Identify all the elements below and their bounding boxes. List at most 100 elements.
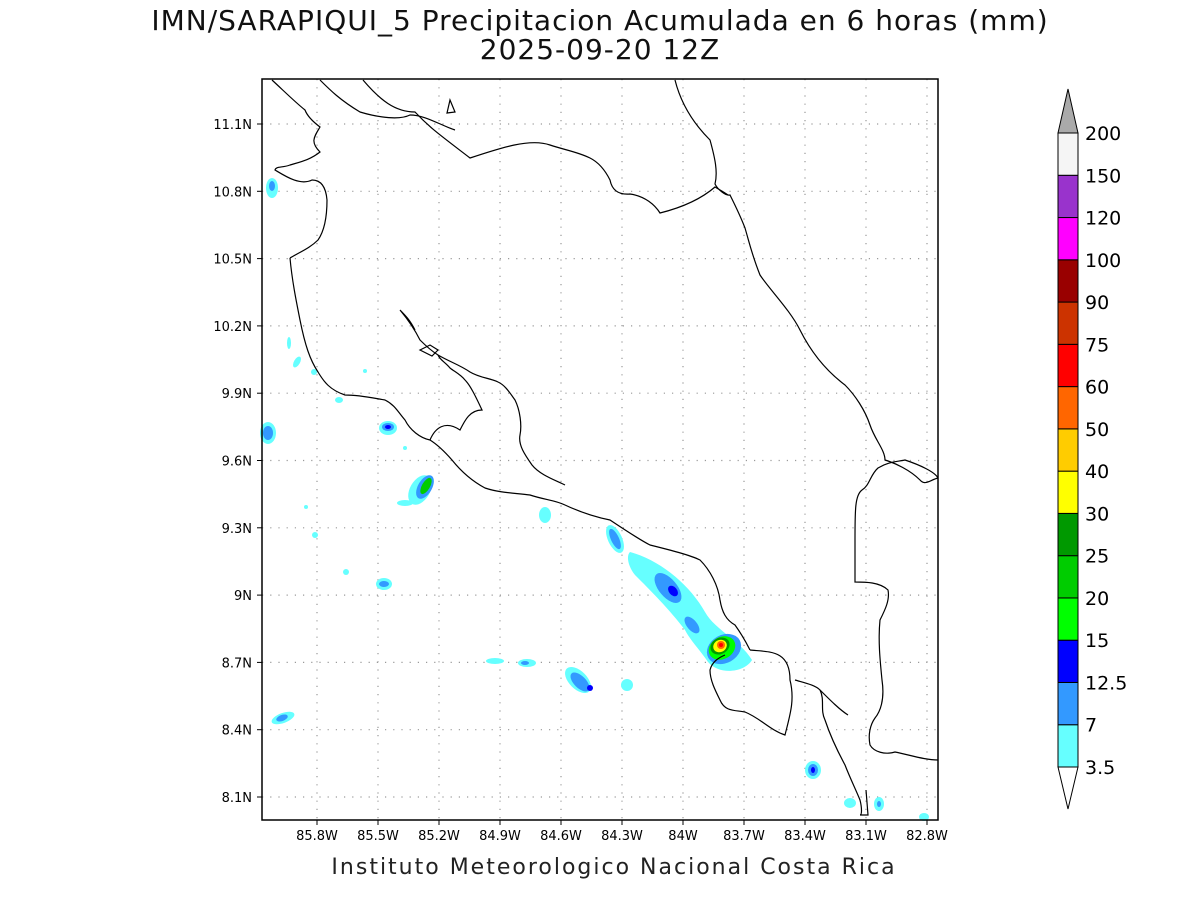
- precip-cell: [587, 685, 593, 691]
- colorbar-swatch: [1057, 639, 1079, 683]
- colorbar-swatch: [1057, 512, 1079, 557]
- precip-cell: [293, 356, 301, 368]
- nicaragua-coast: [319, 79, 456, 131]
- colorbar-label: 12.5: [1085, 672, 1127, 694]
- colorbar-label: 90: [1085, 292, 1109, 314]
- nicaragua-inlet: [271, 79, 328, 259]
- colorbar-label: 7: [1085, 715, 1097, 737]
- lat-tick-label: 8.7N: [222, 656, 252, 671]
- precip-cell: [276, 714, 288, 722]
- lon-tick-label: 85.2W: [418, 829, 460, 844]
- lat-tick-label: 10.8N: [213, 185, 252, 200]
- lon-tick-label: 85.5W: [357, 829, 399, 844]
- colorbar-swatch: [1057, 259, 1079, 303]
- precip-cell: [311, 369, 317, 375]
- lake-island: [446, 98, 456, 114]
- precip-cell: [609, 528, 621, 550]
- precip-cell: [335, 397, 343, 403]
- panama-border: [854, 459, 939, 761]
- precip-cell: [385, 425, 391, 429]
- precip-cell: [420, 477, 432, 495]
- lon-tick-label: 83.4W: [784, 829, 826, 844]
- colorbar-label: 20: [1085, 588, 1109, 610]
- precip-cell: [919, 813, 929, 821]
- colorbar-swatch: [1057, 301, 1079, 345]
- precip-cell: [844, 798, 856, 808]
- nicaragua-border-line: [362, 79, 729, 214]
- institution-footer: Instituto Meteorologico Nacional Costa R…: [331, 855, 897, 880]
- precip-cell: [269, 181, 275, 191]
- lat-tick-label: 10.2N: [213, 320, 252, 335]
- map-frame: [261, 78, 939, 821]
- lat-tick-label: 9.6N: [222, 455, 252, 470]
- lon-tick-label: 84.3W: [601, 829, 643, 844]
- precip-cell: [263, 426, 273, 440]
- map-title: IMN/SARAPIQUI_5 Precipitacion Acumulada …: [151, 4, 1049, 37]
- colorbar-swatch: [1057, 681, 1079, 726]
- lon-tick-label: 85.8W: [296, 829, 338, 844]
- precip-cell: [719, 643, 723, 647]
- precip-cell: [287, 337, 291, 349]
- lon-tick-label: 84.9W: [479, 829, 521, 844]
- colorbar-label: 75: [1085, 334, 1109, 356]
- lon-tick-label: 84W: [668, 829, 698, 844]
- lat-tick-label: 11.1N: [213, 118, 252, 133]
- lon-tick-label: 84.6W: [540, 829, 582, 844]
- colorbar-label: 15: [1085, 630, 1109, 652]
- axis-ticks: 85.8W 85.5W 85.2W 84.9W 84.6W 84.3W 84W 83.7W 83…: [213, 118, 948, 844]
- map-grid: [262, 79, 938, 820]
- golfo-dulce: [794, 679, 869, 816]
- osa-peninsula: [709, 649, 793, 736]
- precip-cell: [668, 585, 678, 597]
- colorbar-label: 3.5: [1085, 757, 1115, 779]
- colorbar-label: 50: [1085, 419, 1109, 441]
- colorbar-swatch: [1057, 217, 1079, 261]
- precip-cell: [312, 532, 318, 538]
- inland-line-gulf: [437, 354, 566, 486]
- colorbar-swatch: [1057, 555, 1079, 599]
- colorbar-swatch: [1057, 174, 1079, 219]
- lon-tick-label: 83.1W: [845, 829, 887, 844]
- precip-cell: [379, 581, 389, 587]
- lat-tick-label: 9.3N: [222, 522, 252, 537]
- precip-cell: [539, 507, 551, 523]
- colorbar-swatch: [1057, 428, 1079, 472]
- caribbean-coast: [674, 79, 939, 484]
- colorbar-legend: 3.5 7 12.5 15 20 25 30 40 50 60 75 90 100 120 150 200: [1057, 88, 1127, 810]
- lat-tick-label: 8.4N: [222, 724, 252, 739]
- colorbar-label: 60: [1085, 377, 1109, 399]
- lon-tick-label: 82.8W: [906, 829, 948, 844]
- colorbar-label: 30: [1085, 503, 1109, 525]
- precip-cell: [403, 446, 407, 450]
- colorbar-swatch: [1057, 724, 1079, 768]
- panama-inland: [819, 689, 849, 716]
- lat-tick-label: 9.9N: [222, 387, 252, 402]
- precip-cell: [343, 569, 349, 575]
- colorbar-swatch: [1057, 386, 1079, 430]
- coastlines-borders: [271, 79, 939, 816]
- pacific-coast-nicoya: [289, 257, 751, 651]
- colorbar-swatch: [1057, 132, 1079, 176]
- precipitation-field: [260, 178, 929, 821]
- colorbar-label: 25: [1085, 546, 1109, 568]
- colorbar-label: 150: [1085, 165, 1121, 187]
- lake-nicoya: [418, 344, 439, 357]
- colorbar-label: 200: [1085, 123, 1121, 145]
- colorbar-label: 120: [1085, 208, 1121, 230]
- colorbar-under-arrow: [1057, 766, 1079, 810]
- precip-cell: [363, 369, 367, 373]
- colorbar-swatch: [1057, 343, 1079, 388]
- precip-cell: [397, 500, 413, 506]
- colorbar-label: 40: [1085, 461, 1109, 483]
- precip-cell: [877, 801, 881, 807]
- colorbar-swatch: [1057, 470, 1079, 514]
- gulf-of-nicoya: [399, 309, 483, 441]
- colorbar-over-arrow: [1057, 88, 1079, 134]
- map-subtitle-date: 2025-09-20 12Z: [479, 33, 721, 66]
- colorbar-swatch: [1057, 597, 1079, 641]
- precip-cell: [570, 672, 590, 692]
- colorbar-label: 100: [1085, 250, 1121, 272]
- precip-cell: [811, 767, 815, 773]
- precip-cell: [521, 661, 529, 665]
